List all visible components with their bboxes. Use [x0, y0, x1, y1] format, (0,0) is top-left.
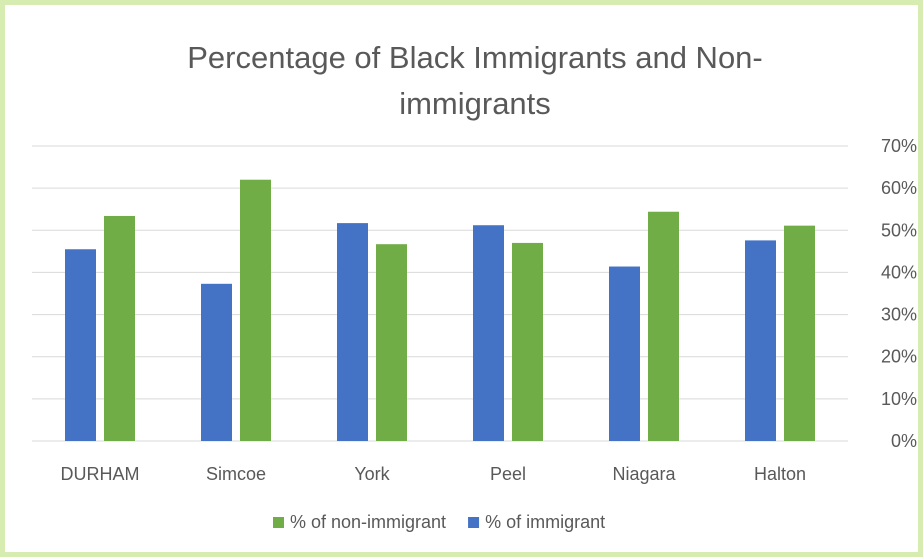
x-category-label: DURHAM: [61, 464, 140, 484]
legend-label: % of non-immigrant: [290, 512, 446, 532]
y-tick-label: 20%: [881, 347, 917, 367]
chart-title-line-2: immigrants: [399, 86, 551, 121]
bar-immigrant-durham: [65, 249, 96, 441]
y-tick-label: 70%: [881, 136, 917, 156]
x-category-label: York: [354, 464, 390, 484]
legend-label: % of immigrant: [485, 512, 605, 532]
y-axis-ticks: 0% 10% 20% 30% 40% 50% 60% 70%: [881, 136, 917, 451]
y-tick-label: 50%: [881, 220, 917, 240]
x-axis-categories: DURHAM Simcoe York Peel Niagara Halton: [61, 464, 807, 484]
bars: [65, 179, 815, 441]
y-tick-label: 40%: [881, 262, 917, 282]
bar-non-immigrant-simcoe: [240, 179, 271, 441]
x-category-label: Halton: [754, 464, 806, 484]
bar-immigrant-york: [337, 223, 368, 441]
x-category-label: Simcoe: [206, 464, 266, 484]
legend-swatch: [468, 517, 480, 528]
bar-immigrant-simcoe: [201, 283, 232, 441]
bar-immigrant-niagara: [609, 266, 640, 441]
x-category-label: Peel: [490, 464, 526, 484]
gridlines: [32, 145, 848, 442]
chart-title: Percentage of Black Immigrants and Non- …: [5, 35, 923, 127]
bar-non-immigrant-peel: [512, 242, 543, 441]
y-tick-label: 0%: [891, 431, 917, 451]
y-tick-label: 60%: [881, 178, 917, 198]
bar-immigrant-halton: [745, 240, 776, 441]
chart-title-line-1: Percentage of Black Immigrants and Non-: [187, 40, 763, 75]
y-tick-label: 30%: [881, 305, 917, 325]
bar-non-immigrant-halton: [784, 225, 815, 441]
bar-non-immigrant-niagara: [648, 211, 679, 441]
bar-non-immigrant-york: [376, 244, 407, 441]
x-category-label: Niagara: [612, 464, 676, 484]
bar-non-immigrant-durham: [104, 215, 135, 441]
bar-immigrant-peel: [473, 225, 504, 441]
legend: % of non-immigrant % of immigrant: [273, 512, 605, 532]
legend-swatch: [273, 517, 284, 528]
y-tick-label: 10%: [881, 389, 917, 409]
